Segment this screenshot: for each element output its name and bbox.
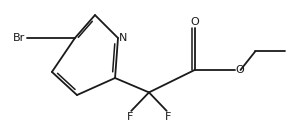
Text: F: F bbox=[127, 112, 133, 122]
Text: O: O bbox=[235, 65, 244, 75]
Text: O: O bbox=[190, 17, 199, 27]
Text: N: N bbox=[119, 33, 127, 43]
Text: F: F bbox=[165, 112, 171, 122]
Text: Br: Br bbox=[13, 33, 26, 43]
